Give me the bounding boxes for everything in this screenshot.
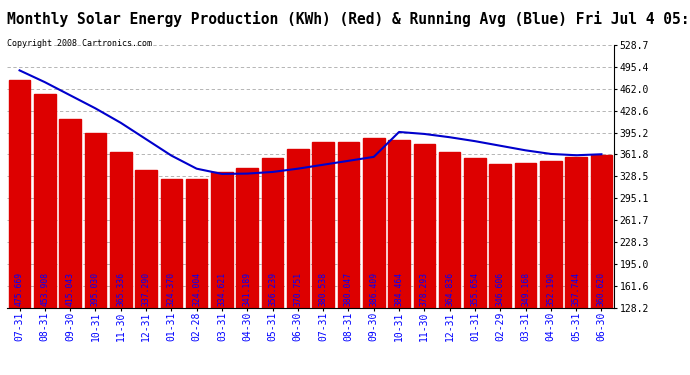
Text: 380.047: 380.047 [344, 272, 353, 306]
Bar [515, 163, 536, 375]
Text: 324.004: 324.004 [192, 272, 201, 306]
Bar [413, 144, 435, 375]
Text: 337.290: 337.290 [141, 272, 150, 306]
Text: 384.464: 384.464 [395, 272, 404, 306]
Text: 453.908: 453.908 [40, 272, 50, 306]
Bar [388, 140, 410, 375]
Bar [110, 152, 132, 375]
Bar [337, 142, 359, 375]
Bar [464, 158, 486, 375]
Bar [211, 172, 233, 375]
Bar [135, 171, 157, 375]
Bar [34, 94, 56, 375]
Text: 395.030: 395.030 [91, 272, 100, 306]
Text: 475.669: 475.669 [15, 272, 24, 306]
Bar [237, 168, 258, 375]
Text: 357.744: 357.744 [571, 272, 581, 306]
Text: Monthly Solar Energy Production (KWh) (Red) & Running Avg (Blue) Fri Jul 4 05:34: Monthly Solar Energy Production (KWh) (R… [7, 11, 690, 27]
Text: 355.654: 355.654 [471, 272, 480, 306]
Text: 334.621: 334.621 [217, 272, 226, 306]
Text: Copyright 2008 Cartronics.com: Copyright 2008 Cartronics.com [7, 39, 152, 48]
Bar [85, 133, 106, 375]
Text: 378.293: 378.293 [420, 272, 429, 306]
Text: 356.239: 356.239 [268, 272, 277, 306]
Text: 415.043: 415.043 [66, 272, 75, 306]
Bar [262, 158, 284, 375]
Text: 352.190: 352.190 [546, 272, 555, 306]
Bar [186, 179, 208, 375]
Bar [9, 80, 30, 375]
Text: 380.538: 380.538 [319, 272, 328, 306]
Bar [161, 179, 182, 375]
Bar [363, 138, 384, 375]
Text: 370.751: 370.751 [293, 272, 302, 306]
Bar [59, 120, 81, 375]
Text: 386.409: 386.409 [369, 272, 378, 306]
Bar [489, 164, 511, 375]
Text: 349.168: 349.168 [521, 272, 530, 306]
Bar [565, 157, 587, 375]
Bar [591, 155, 612, 375]
Text: 324.370: 324.370 [167, 272, 176, 306]
Text: 360.620: 360.620 [597, 272, 606, 306]
Text: 364.836: 364.836 [445, 272, 454, 306]
Text: 346.606: 346.606 [495, 272, 505, 306]
Bar [287, 148, 308, 375]
Bar [313, 142, 334, 375]
Bar [439, 152, 460, 375]
Text: 365.336: 365.336 [116, 272, 126, 306]
Text: 341.189: 341.189 [243, 272, 252, 306]
Bar [540, 161, 562, 375]
